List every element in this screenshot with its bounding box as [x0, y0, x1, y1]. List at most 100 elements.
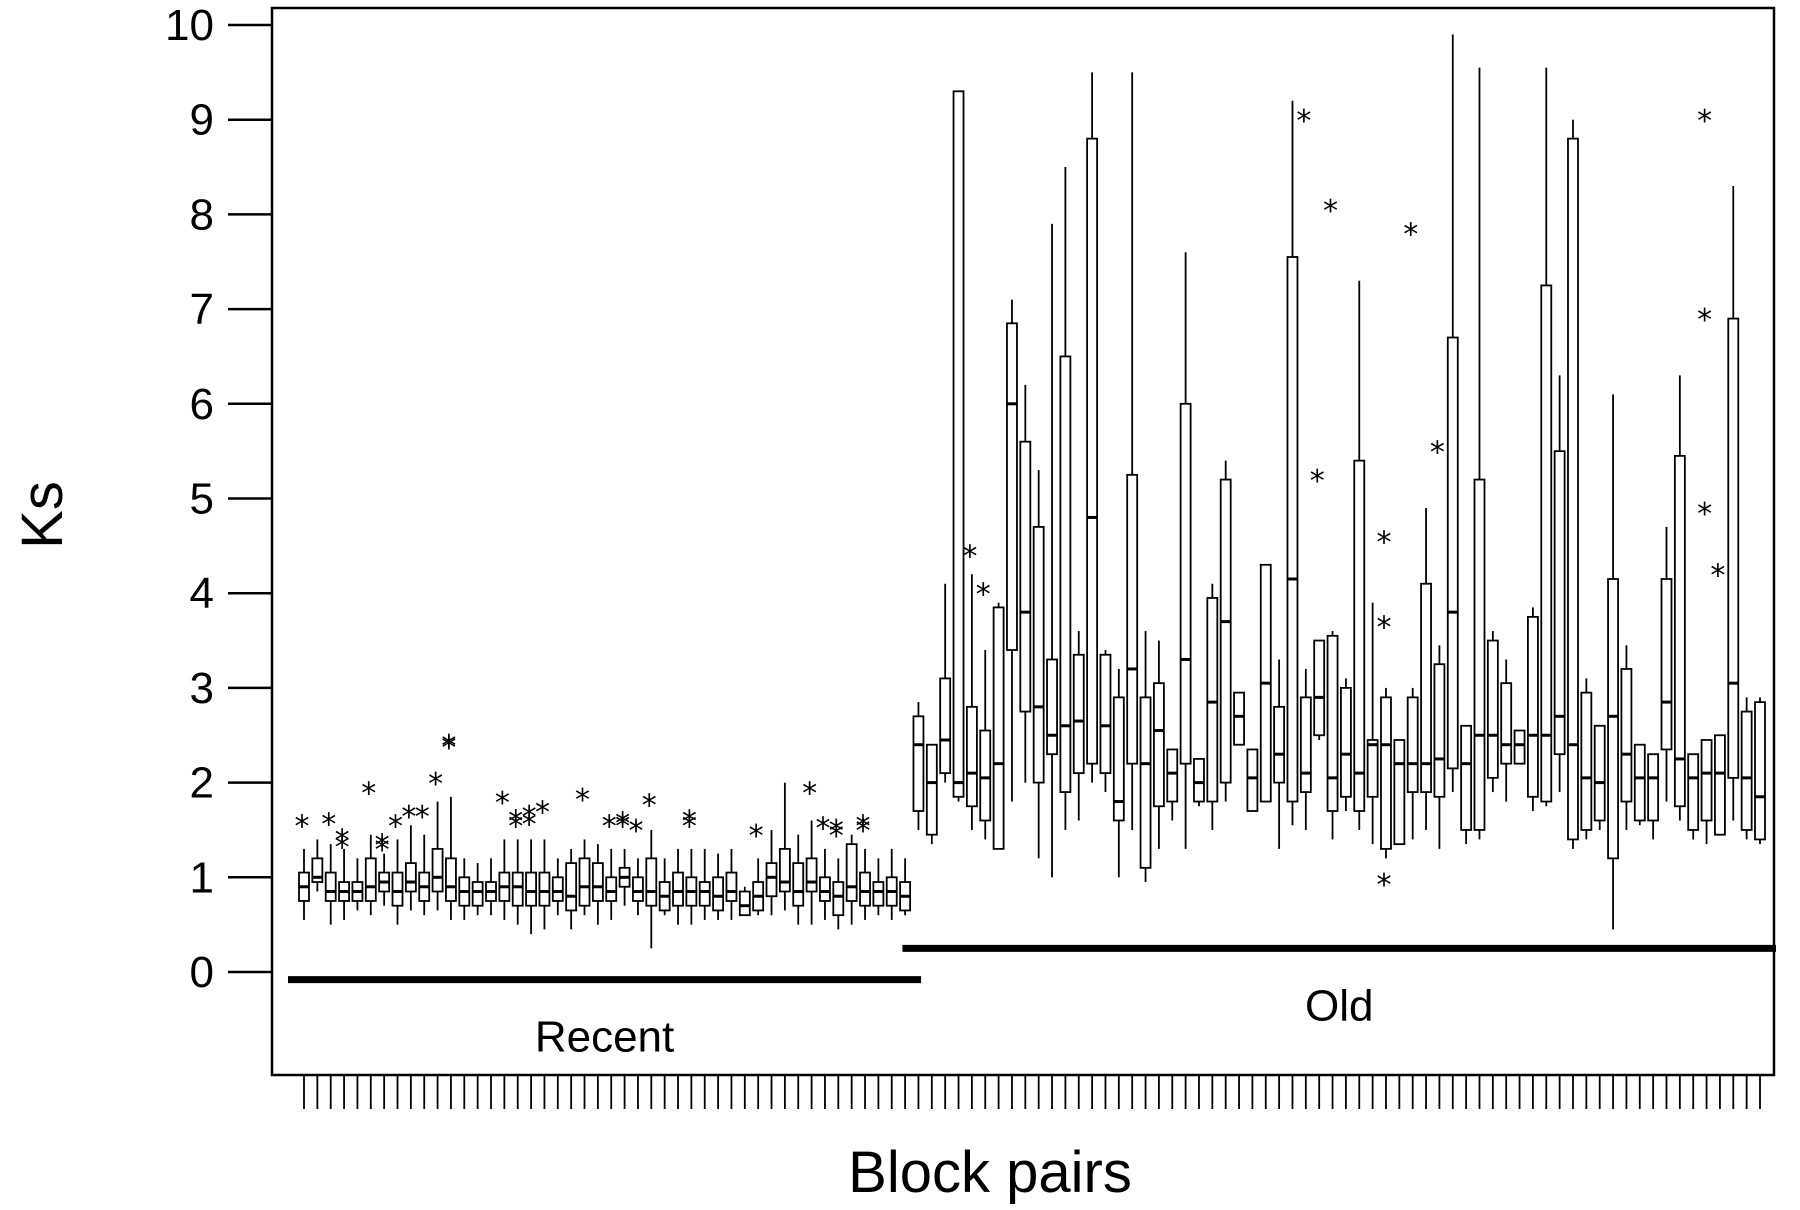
boxplot-61 [1099, 650, 1112, 793]
boxplot-106: * * * [1697, 104, 1713, 845]
y-tick-label: 6 [190, 380, 214, 429]
box [939, 677, 952, 775]
box [1633, 743, 1646, 822]
box [445, 857, 457, 902]
outlier-marker: * [1430, 435, 1445, 470]
box [1620, 668, 1633, 803]
boxplot-70 [1219, 460, 1232, 802]
outlier-marker: * [682, 805, 697, 840]
box [1754, 701, 1766, 841]
boxplot-44 [872, 858, 885, 916]
boxplot-79 [1340, 678, 1352, 812]
boxes-layer: * ****************** ******** ***** ********… [295, 34, 1766, 949]
boxplot-72 [1246, 748, 1259, 812]
y-tick-label: 4 [190, 569, 214, 618]
boxplot-25: ** [615, 807, 631, 906]
outlier-marker: * [335, 830, 350, 865]
y-tick-label: 2 [190, 759, 214, 808]
boxplot-71 [1233, 691, 1245, 746]
box [605, 876, 618, 902]
boxplot-5 [351, 858, 364, 911]
boxplot-36 [765, 829, 778, 916]
outlier-marker: * [388, 809, 403, 844]
boxplot-64 [1139, 631, 1152, 883]
outlier-marker: * [495, 786, 510, 821]
boxplot-13 [458, 858, 471, 920]
boxplot-21 [565, 848, 578, 930]
boxplot-26: * [628, 814, 644, 916]
boxplot-60 [1086, 72, 1099, 783]
boxplot-62 [1112, 668, 1125, 878]
box [324, 871, 337, 902]
boxplot-94 [1540, 67, 1553, 807]
boxplot-93 [1527, 607, 1539, 812]
box [792, 862, 805, 907]
box [551, 876, 564, 902]
box [1193, 758, 1205, 803]
boxplot-10: * [415, 800, 431, 916]
outlier-marker: * [522, 800, 537, 835]
outlier-marker: * [401, 800, 416, 835]
box [1046, 658, 1058, 756]
boxplot-18: ** [522, 800, 537, 935]
box [1086, 137, 1099, 765]
box [1299, 696, 1312, 793]
box [1527, 615, 1539, 798]
box [1032, 526, 1045, 784]
outlier-marker: * [1310, 464, 1325, 499]
box [1353, 459, 1366, 812]
boxplot-82: * * * [1376, 525, 1392, 903]
box [765, 862, 778, 898]
outlier-marker: * [642, 789, 657, 824]
y-tick-label: 0 [190, 948, 214, 997]
boxplot-80 [1353, 280, 1366, 830]
box [1139, 696, 1152, 869]
box [1126, 473, 1139, 765]
box [1099, 653, 1112, 775]
boxplot-51: * [962, 540, 978, 830]
box [1593, 724, 1606, 822]
outlier-marker: * [1323, 194, 1338, 229]
boxplot-50 [952, 90, 965, 802]
boxplot-88 [1460, 724, 1473, 845]
y-axis-title: Ks [10, 481, 75, 549]
boxplot-30: ** [682, 805, 698, 925]
boxplot-23 [591, 844, 604, 925]
boxplot-43: ** [856, 809, 871, 920]
outlier-marker: * [508, 809, 523, 844]
box [1714, 734, 1726, 836]
boxplot-47 [912, 702, 925, 830]
boxplot-41: ** [829, 814, 845, 930]
box [992, 606, 1005, 850]
boxplot-91 [1500, 659, 1513, 802]
boxplot-35: * [749, 819, 765, 916]
box [1152, 682, 1165, 808]
outlier-marker: * [508, 805, 523, 840]
boxplot-97 [1580, 678, 1593, 840]
box [712, 876, 724, 912]
group-indicators: Recent Old [288, 944, 1776, 1062]
boxplot-2 [311, 839, 324, 892]
y-tick-label: 10 [165, 1, 214, 50]
outlier-marker: * [295, 809, 310, 844]
box [591, 862, 604, 902]
box [1206, 597, 1219, 803]
outlier-marker: * [815, 811, 830, 846]
box [1072, 653, 1085, 775]
boxplot-98 [1593, 724, 1606, 830]
boxplot-42 [845, 834, 858, 925]
boxplot-12: ** [441, 729, 457, 920]
box [632, 876, 644, 902]
boxplot-17: ** [508, 805, 524, 925]
outlier-marker: * [321, 808, 336, 843]
boxplot-46 [899, 858, 912, 916]
boxplot-9: * [401, 800, 417, 911]
box [1513, 729, 1526, 765]
boxplot-104 [1673, 375, 1686, 821]
box [912, 715, 925, 812]
boxplot-22: * [575, 783, 591, 916]
outlier-marker: * [1697, 303, 1712, 338]
y-tick-label: 9 [190, 96, 214, 145]
y-tick-label: 7 [190, 285, 214, 334]
